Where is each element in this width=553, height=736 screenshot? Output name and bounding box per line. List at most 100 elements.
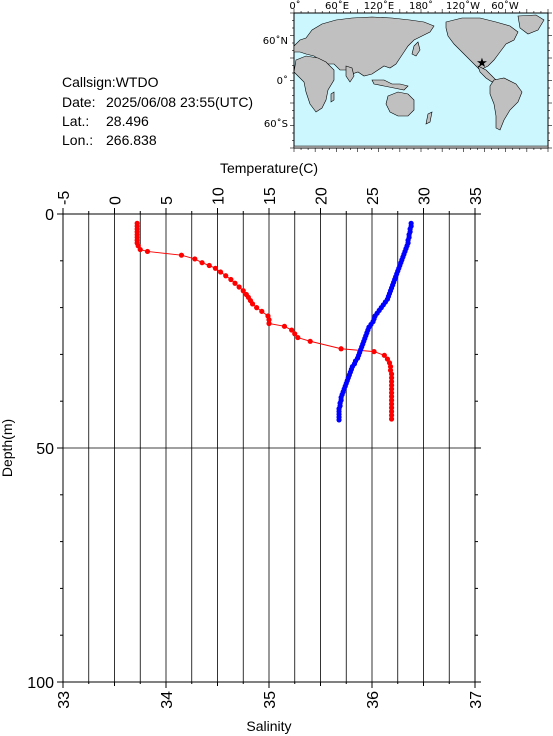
map-xtick-label-180: 180˚ — [409, 0, 433, 12]
temperature-tick-label: 15 — [262, 187, 279, 205]
plot-grid — [63, 214, 475, 682]
salinity-axis-title: Salinity — [246, 718, 291, 734]
temperature-point — [388, 375, 395, 381]
salinity-point — [336, 417, 342, 423]
temperature-point — [232, 280, 238, 286]
temperature-point — [292, 331, 298, 337]
temperature-point — [249, 301, 256, 307]
temperature-point — [206, 262, 212, 269]
map-land-greenland — [517, 14, 545, 35]
temperature-point — [217, 269, 224, 275]
temperature-point — [388, 401, 395, 407]
map-xtick-label-120w: 120˚W — [446, 0, 480, 12]
temperature-point — [388, 390, 395, 396]
temperature-point — [178, 252, 185, 258]
map-xtick-label-120e: 120˚E — [364, 0, 394, 12]
lon-label: Lon.: — [62, 132, 93, 148]
temperature-point — [388, 382, 395, 388]
temperature-point — [236, 284, 242, 290]
temperature-point — [338, 346, 344, 352]
temperature-point — [212, 265, 219, 271]
depth-axis-title: Depth(m) — [0, 419, 15, 477]
temperature-point — [371, 348, 377, 355]
map-xtick-label-60e: 60˚E — [325, 0, 349, 12]
temperature-tick-label: 20 — [314, 187, 331, 205]
temperature-point — [295, 334, 301, 341]
temperature-point — [388, 416, 395, 422]
temperature-point — [381, 352, 387, 358]
temperature-point — [388, 371, 395, 377]
temperature-point — [266, 320, 272, 327]
temperature-point — [388, 408, 395, 415]
map-tick-marks — [290, 9, 552, 152]
map-xtick-label-60w: 60˚W — [491, 0, 519, 12]
salinity-tick-label: 34 — [159, 691, 176, 709]
temperature-point — [307, 338, 313, 344]
map-ytick-label-60s: 60˚S — [264, 118, 288, 130]
depth-tick-label: 50 — [36, 441, 54, 458]
temperature-series — [134, 220, 395, 422]
date-value: 2025/06/08 23:55(UTC) — [106, 94, 253, 110]
temperature-point — [388, 412, 395, 418]
temperature-axis-title: Temperature(C) — [220, 160, 318, 176]
temperature-point — [266, 317, 272, 323]
temperature-point — [199, 260, 205, 266]
temperature-point — [192, 256, 198, 262]
map-land-japan — [411, 41, 421, 57]
temperature-point — [388, 397, 395, 403]
temperature-tick-label: 5 — [159, 196, 176, 205]
map-land-antarctica — [293, 145, 549, 149]
temperature-tick-label: 30 — [417, 187, 434, 205]
vessel-location-marker: ★ — [476, 55, 488, 70]
map-land-south-america — [489, 77, 523, 131]
salinity-series — [336, 220, 414, 423]
salinity-tick-label: 37 — [468, 691, 485, 709]
temperature-point — [228, 276, 234, 283]
temperature-tick-label: 0 — [108, 196, 125, 205]
map-xtick-label-0: 0˚ — [289, 0, 300, 12]
date-label: Date: — [62, 94, 95, 110]
map-ytick-label-60n: 60˚N — [263, 35, 288, 47]
map-land-north-america — [445, 17, 519, 71]
station-info: Callsign:WTDO Date: 2025/06/08 23:55(UTC… — [62, 74, 253, 148]
depth-tick-label: 100 — [27, 675, 54, 692]
temperature-tick-label: 10 — [211, 187, 228, 205]
lat-label: Lat.: — [62, 113, 89, 129]
salinity-tick-label: 33 — [56, 691, 73, 709]
temperature-line — [136, 223, 393, 419]
temperature-point — [137, 246, 143, 253]
temperature-tick-label: -5 — [56, 191, 73, 205]
map-land-newzealand — [425, 111, 433, 125]
temperature-point — [281, 323, 288, 329]
lat-value: 28.496 — [106, 113, 149, 129]
map-ytick-label-0: 0˚ — [277, 75, 288, 87]
map-land-india — [345, 65, 355, 83]
lon-value: 266.838 — [106, 132, 157, 148]
depth-tick-label: 0 — [45, 207, 54, 224]
temperature-point — [259, 308, 265, 314]
salinity-tick-label: 36 — [365, 691, 382, 709]
temperature-point — [289, 327, 295, 333]
temperature-point — [387, 363, 394, 370]
temperature-tick-label: 35 — [468, 187, 485, 205]
callsign-text: Callsign:WTDO — [62, 74, 159, 90]
temperature-point — [254, 305, 260, 311]
temperature-point — [144, 248, 151, 255]
map-land-madagascar — [330, 91, 335, 103]
map-land-africa — [293, 55, 335, 113]
salinity-tick-label: 35 — [262, 691, 279, 709]
temperature-point — [388, 405, 395, 411]
map-land-australia — [385, 91, 415, 117]
map-landmasses — [293, 14, 549, 149]
temperature-point — [223, 273, 229, 279]
temperature-point — [388, 378, 395, 385]
temperature-tick-label: 25 — [365, 187, 382, 205]
temperature-point — [240, 288, 246, 294]
map-land-indonesia — [371, 79, 409, 91]
world-map: ★ 0˚ 60˚E 120˚E 180˚ 120˚W 60˚W 60˚N 0˚ … — [263, 0, 552, 152]
temperature-point — [388, 386, 395, 392]
temperature-point — [388, 393, 395, 400]
